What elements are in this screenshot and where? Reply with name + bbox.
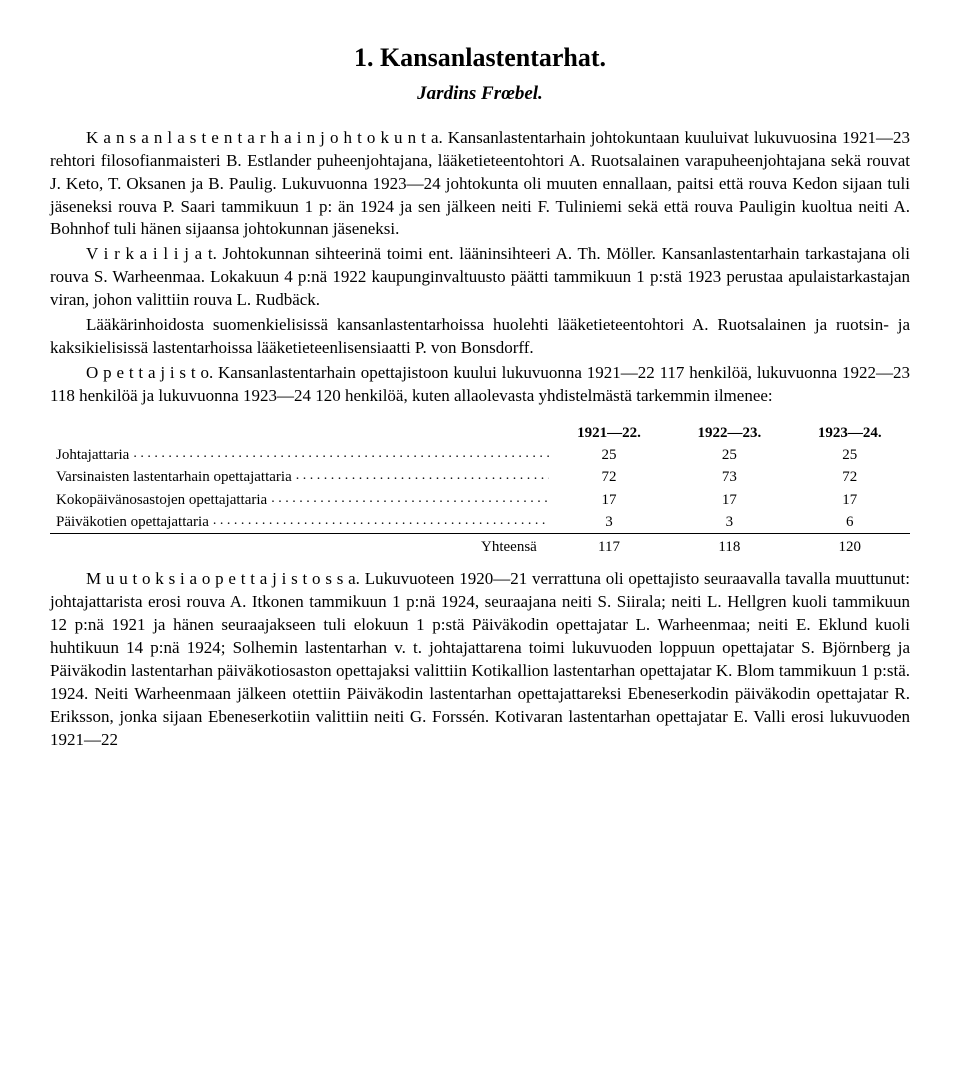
paragraph-1: K a n s a n l a s t e n t a r h a i n j …	[50, 127, 910, 242]
table-header-empty	[50, 422, 549, 444]
row-label: Kokopäivänosastojen opettajattaria	[50, 489, 549, 511]
table-total-row: Yhteensä 117 118 120	[50, 534, 910, 559]
row-label: Varsinaisten lastentarhain opettajattari…	[50, 466, 549, 488]
row-val: 25	[549, 444, 669, 466]
table-header-2: 1922—23.	[669, 422, 789, 444]
row-val: 3	[549, 511, 669, 534]
row-val: 73	[669, 466, 789, 488]
table-row: Kokopäivänosastojen opettajattaria 17 17…	[50, 489, 910, 511]
table-header-row: 1921—22. 1922—23. 1923—24.	[50, 422, 910, 444]
paragraph-2: V i r k a i l i j a t. Johtokunnan sihte…	[50, 243, 910, 312]
row-val: 17	[790, 489, 910, 511]
row-val: 72	[790, 466, 910, 488]
total-val: 118	[669, 534, 789, 559]
row-label: Päiväkotien opettajattaria	[50, 511, 549, 534]
total-val: 117	[549, 534, 669, 559]
row-label: Johtajattaria	[50, 444, 549, 466]
table-header-3: 1923—24.	[790, 422, 910, 444]
row-val: 6	[790, 511, 910, 534]
total-label: Yhteensä	[50, 534, 549, 559]
stats-table: 1921—22. 1922—23. 1923—24. Johtajattaria…	[50, 422, 910, 559]
table-row: Johtajattaria 25 25 25	[50, 444, 910, 466]
row-val: 25	[790, 444, 910, 466]
table-row: Varsinaisten lastentarhain opettajattari…	[50, 466, 910, 488]
row-val: 72	[549, 466, 669, 488]
paragraph-4: O p e t t a j i s t o. Kansanlastentarha…	[50, 362, 910, 408]
table-row: Päiväkotien opettajattaria 3 3 6	[50, 511, 910, 534]
row-val: 17	[669, 489, 789, 511]
total-val: 120	[790, 534, 910, 559]
table-header-1: 1921—22.	[549, 422, 669, 444]
row-val: 17	[549, 489, 669, 511]
row-val: 25	[669, 444, 789, 466]
row-val: 3	[669, 511, 789, 534]
page-subtitle: Jardins Frœbel.	[50, 81, 910, 107]
page-title: 1. Kansanlastentarhat.	[50, 40, 910, 75]
paragraph-3: Lääkärinhoidosta suomenkielisissä kansan…	[50, 314, 910, 360]
paragraph-5: M u u t o k s i a o p e t t a j i s t o …	[50, 568, 910, 752]
